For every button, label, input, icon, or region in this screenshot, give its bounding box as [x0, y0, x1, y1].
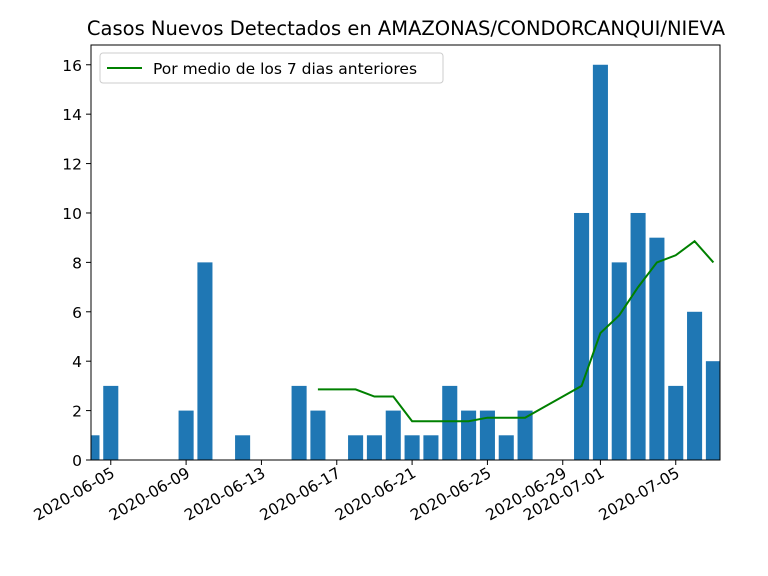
- y-tick-label: 2: [72, 403, 82, 421]
- series-line: [317, 239, 715, 423]
- x-axis: 2020-06-052020-06-092020-06-132020-06-17…: [31, 460, 683, 525]
- y-tick-label: 0: [72, 452, 82, 470]
- bar: [461, 410, 477, 460]
- legend: Por medio de los 7 dias anteriores: [99, 52, 444, 84]
- bar: [291, 385, 307, 460]
- bar: [649, 237, 665, 460]
- bars: [91, 64, 720, 460]
- plot-frame: [90, 44, 721, 461]
- x-tick-label: 2020-07-05: [596, 464, 683, 525]
- bar: [611, 262, 627, 460]
- bar: [442, 385, 458, 460]
- moving-average-lines: [317, 239, 715, 423]
- y-tick-label: 12: [62, 156, 82, 174]
- bar: [91, 435, 100, 460]
- bar: [498, 435, 514, 460]
- legend-box: [99, 52, 444, 84]
- bar: [197, 262, 213, 460]
- bar: [687, 311, 703, 460]
- y-tick-label: 4: [72, 353, 82, 371]
- bar: [630, 212, 646, 460]
- bar: [366, 435, 382, 460]
- bar: [423, 435, 439, 460]
- bar: [178, 410, 194, 460]
- x-tick-label: 2020-06-21: [332, 464, 419, 525]
- bar: [235, 435, 251, 460]
- x-tick-label: 2020-06-05: [31, 464, 118, 525]
- x-tick-label: 2020-06-13: [181, 464, 268, 525]
- legend-label: Por medio de los 7 dias anteriores: [153, 60, 417, 78]
- bar: [574, 212, 590, 460]
- bar: [310, 410, 326, 460]
- bar: [385, 410, 401, 460]
- x-tick-label: 2020-06-17: [257, 464, 344, 525]
- x-tick-label: 2020-06-25: [407, 464, 494, 525]
- x-tick-label: 2020-06-09: [106, 464, 193, 525]
- bar: [404, 435, 420, 460]
- bar: [668, 385, 684, 460]
- bar: [479, 410, 495, 460]
- bar: [517, 410, 533, 460]
- bar: [103, 385, 119, 460]
- bar: [592, 64, 608, 460]
- y-tick-label: 16: [62, 57, 82, 75]
- bar: [348, 435, 364, 460]
- y-tick-label: 10: [62, 205, 82, 223]
- y-axis: 0 2 4 6 8 10 12 14 16: [62, 57, 91, 470]
- chart-title: Casos Nuevos Detectados en AMAZONAS/COND…: [87, 17, 726, 40]
- y-tick-label: 6: [72, 304, 82, 322]
- bar: [705, 361, 720, 460]
- y-tick-label: 8: [72, 254, 82, 272]
- y-tick-label: 14: [62, 106, 82, 124]
